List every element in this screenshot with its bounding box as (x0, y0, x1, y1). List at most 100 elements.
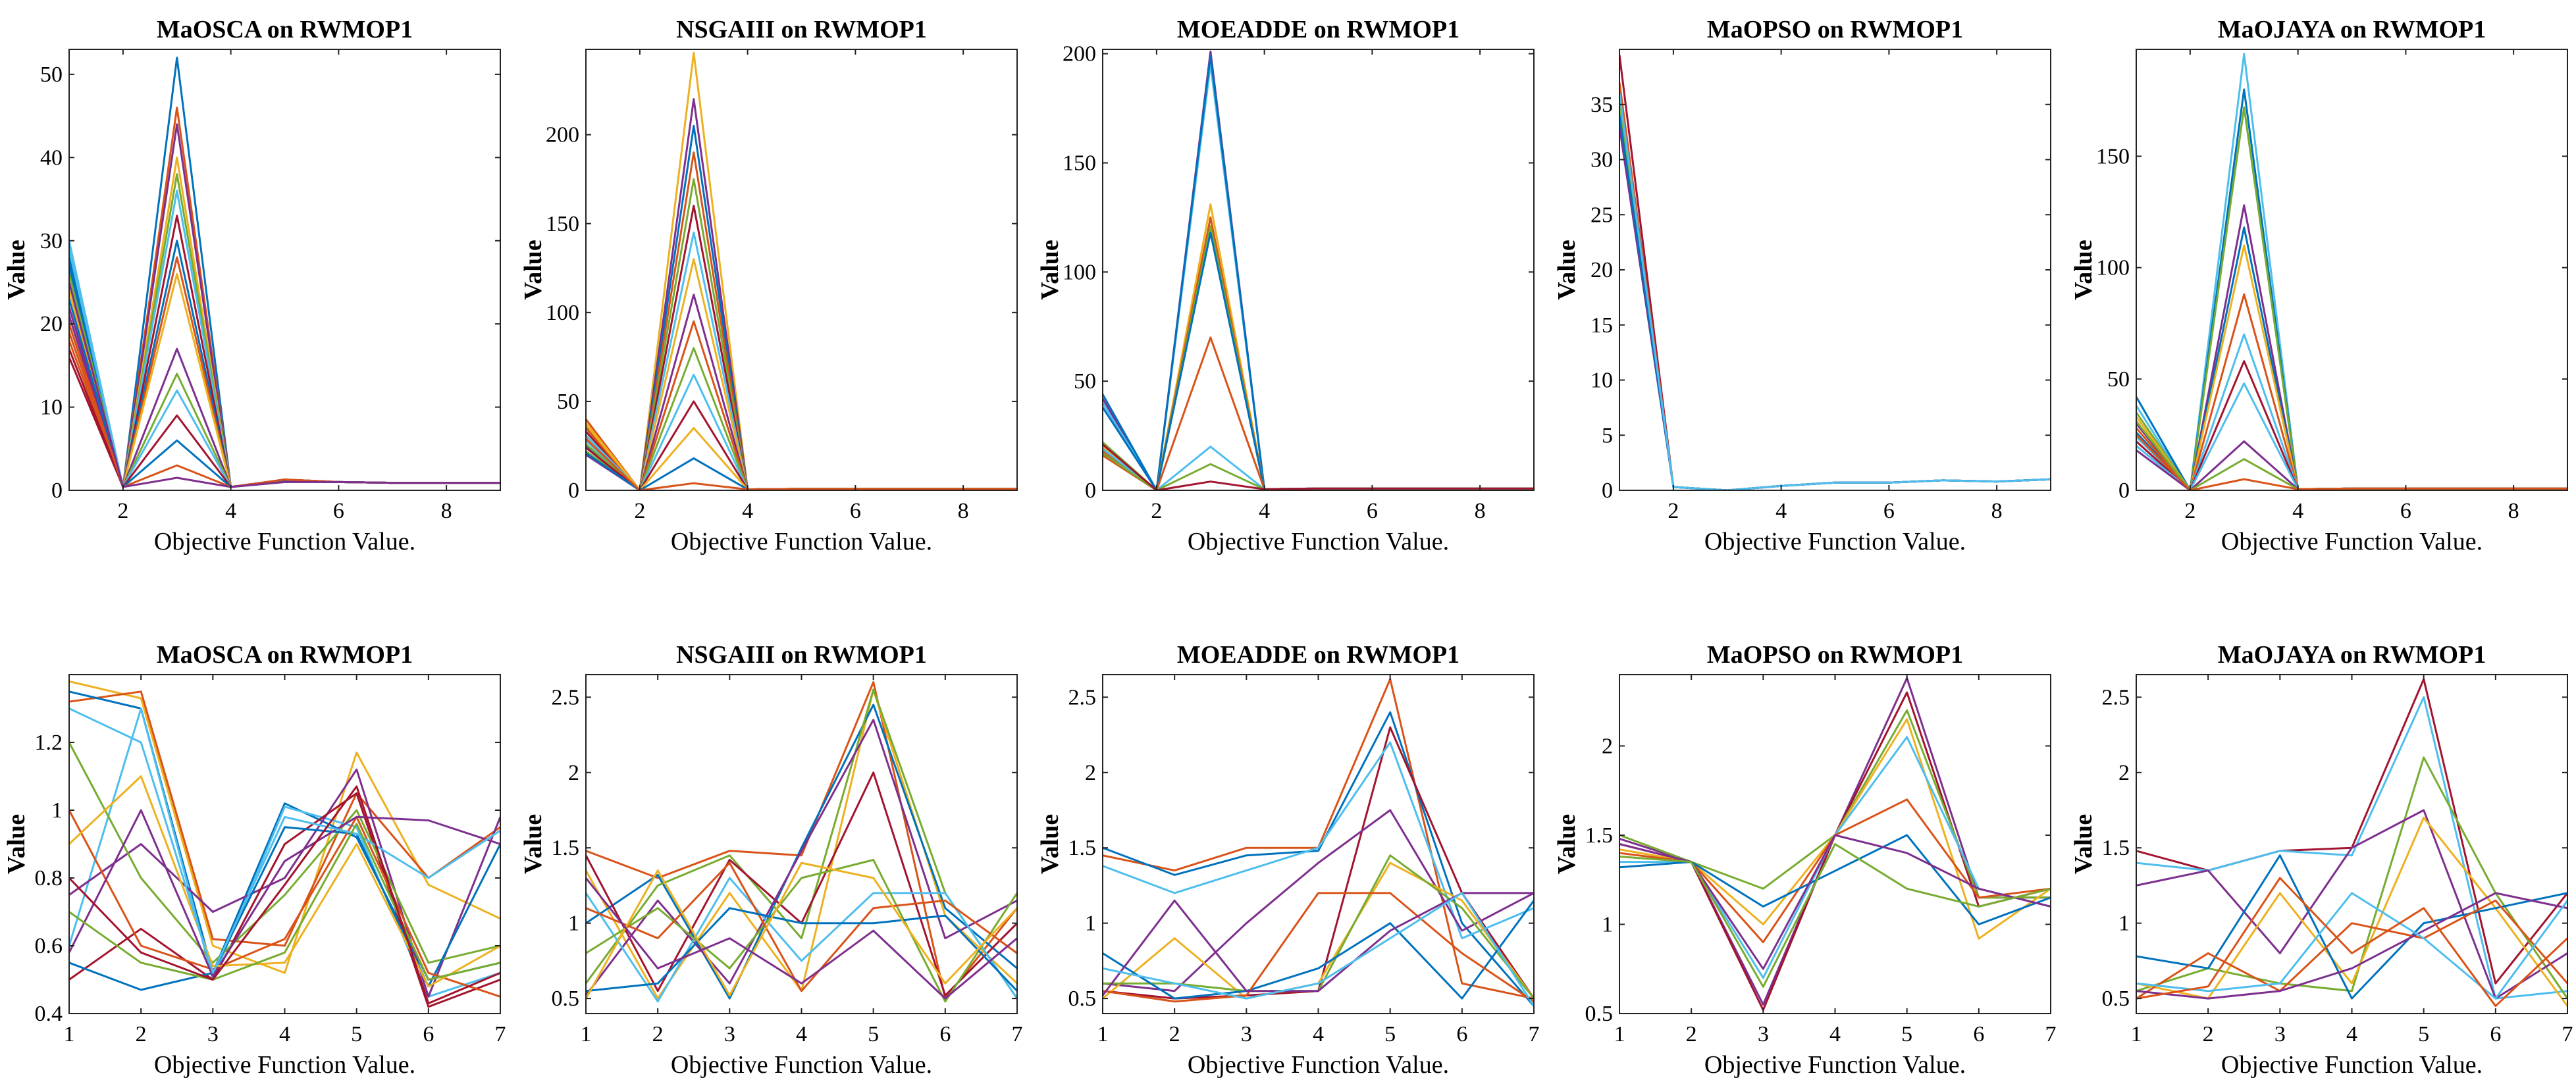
series-group (69, 680, 500, 1008)
y-tick-label: 50 (40, 63, 63, 87)
plot-area (1619, 49, 2051, 490)
x-tick-label: 7 (495, 1022, 506, 1046)
x-tick-label: 4 (796, 1022, 807, 1046)
plot-area (1103, 49, 1534, 490)
y-tick-label: 100 (2096, 256, 2130, 280)
y-tick-label: 200 (1063, 42, 1096, 66)
x-tick-label: 7 (1529, 1022, 1540, 1046)
series-group (1619, 55, 2051, 490)
series-line-7 (69, 742, 500, 964)
series-line-13 (2136, 434, 2567, 490)
x-tick-label: 3 (1758, 1022, 1769, 1046)
series-line-8 (2136, 892, 2567, 1000)
y-tick-label: 1 (51, 798, 63, 823)
x-tick-label: 5 (1901, 1022, 1912, 1046)
chart-title: NSGAIII on RWMOP1 (676, 16, 927, 43)
x-tick-label: 3 (1241, 1022, 1252, 1046)
series-group (586, 51, 1017, 490)
series-line-8 (1103, 900, 1534, 1000)
chart-panel-4: 2 4 6 8 0 5 10 15 20 25 30 35 MaOPSO on RWMOP1 Object… (1553, 16, 2051, 555)
x-tick-label: 6 (423, 1022, 434, 1046)
x-tick-label: 3 (207, 1022, 219, 1046)
x-tick-label: 8 (958, 499, 969, 523)
x-tick-label: 2 (1686, 1022, 1697, 1046)
x-tick-label: 2 (1151, 499, 1162, 523)
chart-panel-5: 2 4 6 8 0 50 100 150 MaOJAYA on RWMOP1 Objective … (2070, 16, 2568, 555)
x-tick-label: 6 (1367, 499, 1378, 523)
series-line-11 (1103, 444, 1534, 490)
series-line-1 (69, 680, 500, 974)
series-line-11 (69, 775, 500, 988)
series-line-6 (586, 719, 1017, 996)
x-tick-label: 7 (2045, 1022, 2057, 1046)
y-tick-label: 10 (40, 396, 63, 420)
series-line-11 (586, 862, 1017, 999)
series-line-9 (2136, 892, 2567, 1000)
x-tick-label: 6 (2490, 1022, 2501, 1046)
y-tick-label: 1 (1602, 912, 1613, 937)
y-tick-label: 0.8 (35, 866, 63, 890)
x-tick-label: 1 (581, 1022, 592, 1046)
y-tick-label: 0.5 (1068, 987, 1097, 1011)
plot-area (2136, 49, 2567, 490)
series-line-9 (1619, 843, 2051, 988)
x-tick-label: 4 (225, 499, 236, 523)
axes-frame (2136, 49, 2568, 491)
x-axis-label: Objective Function Value. (671, 528, 932, 555)
x-tick-label: 1 (1614, 1022, 1625, 1046)
y-axis-label: Value (3, 240, 30, 300)
y-tick-label: 20 (1590, 258, 1613, 282)
y-tick-label: 2.5 (2102, 685, 2130, 709)
y-tick-label: 35 (1590, 93, 1613, 117)
y-tick-label: 200 (546, 123, 579, 147)
series-line-6 (2136, 854, 2567, 1000)
y-tick-label: 100 (546, 301, 579, 325)
x-tick-label: 4 (2292, 499, 2303, 523)
x-tick-label: 5 (868, 1022, 879, 1046)
y-tick-label: 100 (1063, 260, 1096, 284)
axes-frame (1102, 49, 1535, 491)
y-tick-label: 0 (2118, 478, 2130, 503)
y-tick-label: 1 (1085, 912, 1096, 936)
y-tick-label: 0.5 (552, 987, 580, 1011)
x-tick-label: 3 (724, 1022, 735, 1046)
y-axis-label: Value (1036, 240, 1064, 300)
y-tick-label: 0 (51, 478, 63, 503)
x-tick-label: 2 (1668, 499, 1679, 523)
x-tick-label: 6 (939, 1022, 951, 1046)
y-axis-label: Value (1553, 240, 1581, 300)
y-tick-label: 0 (1602, 478, 1613, 503)
x-tick-label: 4 (2346, 1022, 2357, 1046)
y-tick-label: 2 (568, 761, 579, 785)
chart-title: MaOPSO on RWMOP1 (1707, 641, 1963, 669)
x-axis-label: Objective Function Value. (154, 528, 415, 555)
series-line-11 (1103, 892, 1534, 1007)
axes-frame (68, 49, 501, 491)
x-tick-label: 1 (1097, 1022, 1109, 1046)
y-tick-label: 40 (40, 145, 63, 170)
x-tick-label: 2 (634, 499, 645, 523)
x-tick-label: 2 (136, 1022, 147, 1046)
series-line-12 (69, 708, 500, 974)
y-tick-label: 0.5 (1585, 1002, 1614, 1026)
y-tick-label: 0 (1085, 478, 1096, 503)
y-tick-label: 150 (546, 212, 579, 236)
y-tick-label: 5 (1602, 423, 1613, 448)
x-tick-label: 2 (2184, 499, 2195, 523)
x-tick-label: 6 (850, 499, 861, 523)
x-tick-label: 1 (64, 1022, 75, 1046)
chart-panel-1: 2 4 6 8 0 10 20 30 40 50 MaOSCA on RWMOP1 Objective… (3, 16, 501, 555)
series-line-16 (586, 438, 1017, 490)
series-group (1103, 678, 1534, 1007)
series-group (586, 681, 1017, 1003)
series-line-7 (586, 877, 1017, 1003)
series-line-4 (1103, 741, 1534, 940)
y-tick-label: 2 (1602, 734, 1613, 758)
y-tick-label: 50 (557, 390, 579, 414)
y-axis-label: Value (2070, 814, 2097, 875)
series-group (1103, 50, 1534, 490)
y-tick-label: 1 (2118, 912, 2130, 936)
x-tick-label: 7 (2562, 1022, 2573, 1046)
x-tick-label: 8 (441, 499, 452, 523)
